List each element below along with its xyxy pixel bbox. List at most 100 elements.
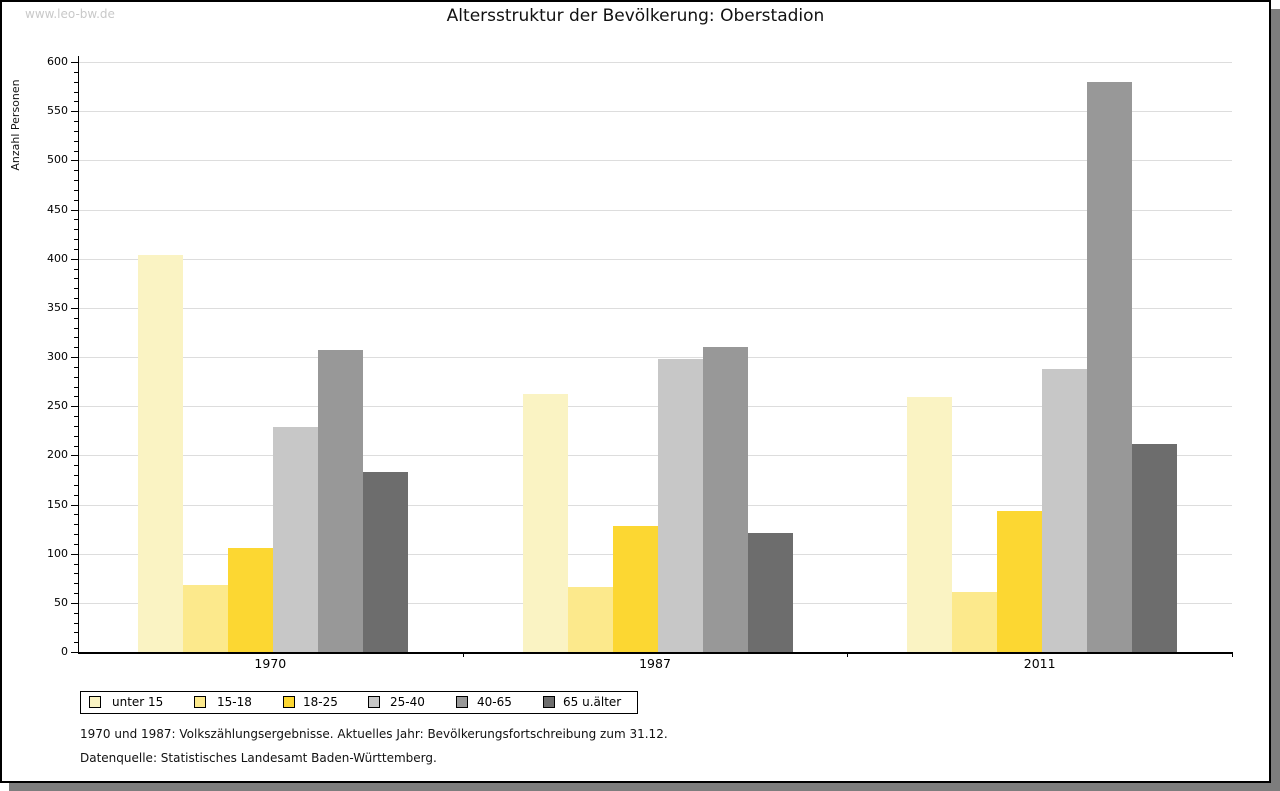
y-minor-tick (74, 612, 78, 614)
y-minor-tick (74, 140, 78, 142)
y-tick-label: 150 (47, 497, 68, 511)
y-minor-tick (74, 376, 78, 378)
y-minor-tick (74, 475, 78, 476)
x-axis (78, 652, 1232, 654)
y-minor-tick (74, 425, 78, 427)
y-minor-tick (74, 563, 78, 565)
bar-1970-25-40 (273, 426, 318, 652)
y-major-tick (71, 602, 78, 604)
y-minor-tick (74, 91, 78, 93)
x-tick (847, 652, 849, 657)
y-tick-label: 250 (47, 399, 68, 413)
y-tick-label: 500 (47, 153, 68, 167)
y-minor-tick (74, 298, 78, 299)
legend-swatch-65-u.älter (543, 696, 555, 708)
y-major-tick (71, 357, 78, 358)
bar-2011-40-65 (1087, 81, 1133, 652)
legend: unter 15 15-18 18-25 25-40 40-65 65 u.älter (80, 691, 638, 714)
y-tick-label: 50 (54, 595, 68, 609)
y-axis-title: Anzahl Personen (9, 79, 22, 171)
bar-1987-65-u.älter (747, 533, 793, 652)
gridline (78, 209, 1232, 211)
x-tick (1232, 652, 1233, 657)
y-minor-tick (74, 347, 78, 349)
bar-1987-15-18 (567, 587, 613, 652)
legend-label: 65 u.älter (563, 695, 622, 709)
y-tick-label: 350 (47, 300, 68, 314)
legend-swatch-18-25 (283, 696, 295, 708)
gridline (78, 406, 1232, 408)
y-tick-label: 300 (47, 350, 68, 363)
bar-2011-65-u.älter (1132, 443, 1178, 652)
y-minor-tick (74, 219, 78, 221)
y-minor-tick (74, 632, 78, 634)
x-tick-label: 1970 (254, 656, 287, 671)
y-minor-tick (74, 229, 78, 231)
y-major-tick (71, 111, 78, 113)
y-minor-tick (74, 366, 78, 368)
gridline (78, 455, 1232, 457)
bar-2011-18-25 (997, 511, 1043, 652)
y-minor-tick (74, 494, 78, 496)
y-tick-label: 450 (47, 202, 68, 216)
bar-2011-25-40 (1042, 368, 1088, 652)
y-minor-tick (74, 71, 78, 73)
legend-label: unter 15 (112, 695, 164, 709)
legend-swatch-unter-15 (89, 696, 101, 708)
gridline (78, 258, 1232, 260)
y-minor-tick (74, 278, 78, 280)
y-minor-tick (74, 130, 78, 132)
gridline (78, 307, 1232, 309)
gridline (78, 504, 1232, 506)
y-minor-tick (74, 121, 78, 122)
bar-1970-40-65 (318, 350, 363, 652)
y-minor-tick (74, 239, 78, 240)
y-major-tick (71, 258, 78, 260)
y-minor-tick (74, 416, 78, 417)
bar-1970-unter-15 (138, 254, 183, 652)
y-minor-tick (74, 396, 78, 398)
y-minor-tick (74, 288, 78, 290)
bar-1970-18-25 (228, 547, 273, 652)
y-major-tick (71, 406, 78, 408)
legend-swatch-25-40 (368, 696, 380, 708)
y-minor-tick (74, 573, 78, 575)
gridline (78, 62, 1232, 63)
gridline (78, 160, 1232, 162)
y-minor-tick (74, 524, 78, 526)
y-minor-tick (74, 543, 78, 545)
gridline (78, 357, 1232, 358)
y-minor-tick (74, 593, 78, 594)
chart-title: Altersstruktur der Bevölkerung: Oberstad… (446, 6, 825, 26)
legend-label: 15-18 (217, 695, 252, 709)
bar-1987-25-40 (657, 358, 703, 652)
legend-label: 25-40 (390, 695, 425, 709)
x-tick (462, 652, 464, 657)
y-minor-tick (74, 642, 78, 644)
y-minor-tick (74, 622, 78, 624)
y-axis (78, 56, 79, 652)
y-minor-tick (74, 268, 78, 270)
watermark: www.leo-bw.de (25, 7, 115, 21)
y-minor-tick (74, 327, 78, 329)
y-tick-label: 200 (47, 448, 68, 462)
bar-1987-unter-15 (522, 394, 568, 652)
y-minor-tick (74, 386, 78, 388)
y-minor-tick (74, 189, 78, 191)
y-minor-tick (74, 317, 78, 319)
gridline (78, 111, 1232, 113)
y-minor-tick (74, 445, 78, 447)
legend-label: 18-25 (303, 695, 338, 709)
y-major-tick (71, 553, 78, 555)
y-minor-tick (74, 199, 78, 201)
y-minor-tick (74, 484, 78, 486)
y-tick-label: 400 (47, 251, 68, 265)
y-minor-tick (74, 465, 78, 467)
y-minor-tick (74, 81, 78, 83)
y-minor-tick (74, 514, 78, 516)
y-major-tick (71, 652, 78, 653)
y-tick-label: 550 (47, 104, 68, 118)
bar-2011-15-18 (952, 592, 998, 652)
y-tick-label: 0 (61, 645, 68, 658)
